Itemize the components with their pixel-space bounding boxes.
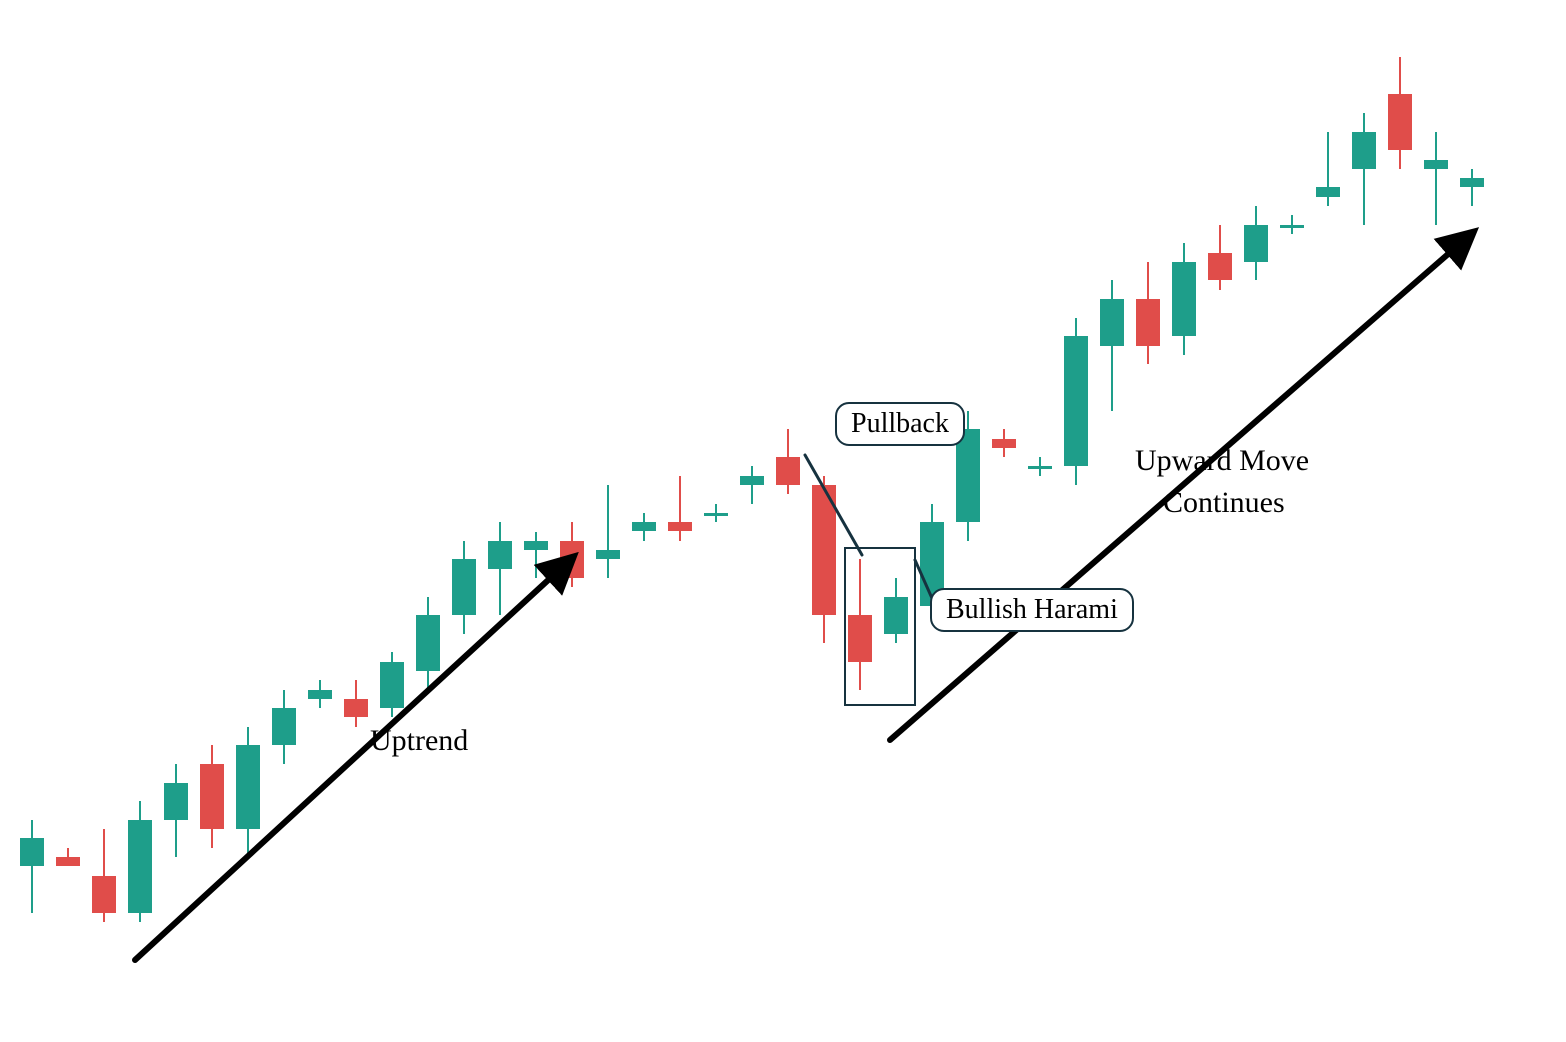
candle-wick [1471, 169, 1473, 206]
candle-body [740, 476, 764, 485]
harami-highlight-box [844, 547, 916, 705]
upward-move-label: Upward Move Continues [1135, 440, 1309, 524]
candle-body [704, 513, 728, 516]
candle-body [812, 485, 836, 615]
candle-body [1280, 225, 1304, 228]
candle-wick [31, 820, 33, 913]
candle-body [632, 522, 656, 531]
candle-body [524, 541, 548, 550]
candle-body [1388, 94, 1412, 150]
candle-body [1244, 225, 1268, 262]
candle-wick [1435, 132, 1437, 225]
candle-body [128, 820, 152, 913]
upward-move-line2: Continues [1135, 482, 1285, 524]
candle-body [164, 783, 188, 820]
candle-body [956, 429, 980, 522]
candle-body [488, 541, 512, 569]
candle-body [1424, 160, 1448, 169]
candle-body [452, 559, 476, 615]
candle-body [1352, 132, 1376, 169]
candle-wick [607, 485, 609, 578]
pullback-callout: Pullback [835, 402, 965, 446]
candle-body [668, 522, 692, 531]
candle-body [1208, 253, 1232, 281]
candle-body [1064, 336, 1088, 466]
bullish-harami-callout: Bullish Harami [930, 588, 1134, 632]
candle-wick [535, 532, 537, 579]
candle-wick [499, 522, 501, 615]
candle-body [1028, 466, 1052, 469]
candle-body [1460, 178, 1484, 187]
candle-body [992, 439, 1016, 448]
candle-wick [751, 466, 753, 503]
candle-body [308, 690, 332, 699]
candle-body [416, 615, 440, 671]
candle-body [20, 838, 44, 866]
candle-body [596, 550, 620, 559]
candle-body [776, 457, 800, 485]
candle-body [1100, 299, 1124, 346]
candle-body [560, 541, 584, 578]
candle-body [1172, 262, 1196, 336]
candle-body [380, 662, 404, 709]
candlestick-chart [0, 0, 1566, 1042]
candle-body [92, 876, 116, 913]
candle-body [200, 764, 224, 829]
candle-body [344, 699, 368, 718]
candle-body [1316, 187, 1340, 196]
candle-body [272, 708, 296, 745]
uptrend-label: Uptrend [370, 720, 468, 762]
candle-body [236, 745, 260, 829]
candle-wick [1363, 113, 1365, 225]
candle-body [56, 857, 80, 866]
upward-move-line1: Upward Move [1135, 444, 1309, 477]
candle-body [1136, 299, 1160, 346]
